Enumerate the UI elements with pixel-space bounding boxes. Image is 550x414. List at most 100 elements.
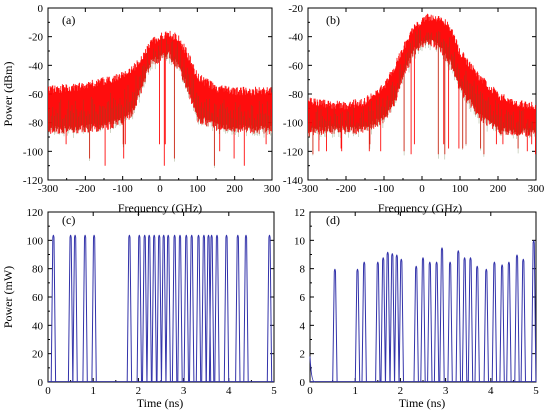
x-tick-label: 4 <box>488 385 494 397</box>
x-tick-label: 300 <box>528 183 545 195</box>
y-tick-label: -40 <box>288 32 303 44</box>
x-tick-label: 0 <box>419 183 425 195</box>
pulse-peak <box>136 234 142 383</box>
x-tick-label: 0 <box>45 385 51 397</box>
y-axis-label: Power (dBm) <box>1 62 15 127</box>
x-tick-label: -100 <box>113 183 134 195</box>
pulse-peak <box>474 265 480 383</box>
y-tick-label: -100 <box>283 118 304 130</box>
x-tick-label: 3 <box>443 385 449 397</box>
pulse-peak <box>354 268 361 383</box>
x-axis-label: Time (ns) <box>137 396 184 410</box>
pulse-peak <box>427 261 433 383</box>
x-tick-label: 3 <box>181 385 187 397</box>
y-tick-label: 20 <box>32 349 44 361</box>
pulse-peak <box>201 234 207 383</box>
y-tick-label: 4 <box>300 320 306 332</box>
pulse-peak <box>413 265 419 383</box>
pulse-peak <box>146 234 152 383</box>
pulse-peak <box>455 250 461 383</box>
y-tick-label: -80 <box>28 118 43 130</box>
y-tick-label: -40 <box>28 60 43 72</box>
panel-label: (a) <box>62 13 75 27</box>
spectrum-detail <box>308 28 536 160</box>
pulse-peak <box>235 234 241 383</box>
x-tick-label: 1 <box>352 385 358 397</box>
y-tick-label: -140 <box>283 175 304 187</box>
y-tick-label: 10 <box>294 235 306 247</box>
y-tick-label: 60 <box>32 292 44 304</box>
x-tick-label: 100 <box>452 183 469 195</box>
pulse-peak <box>433 261 440 383</box>
x-tick-label: -200 <box>336 183 357 195</box>
pulse-peak <box>447 261 453 383</box>
pulse-peak <box>183 234 189 383</box>
pulse-peak <box>375 261 381 383</box>
y-tick-label: 0 <box>38 3 44 15</box>
pulse-peak <box>394 254 400 383</box>
pulse-peak <box>205 234 212 383</box>
x-tick-label: 5 <box>271 385 277 397</box>
pulse-peak <box>520 258 526 383</box>
pulse-peak <box>467 257 474 383</box>
pulse-peak <box>72 234 78 383</box>
x-tick-label: 200 <box>226 183 243 195</box>
panel-a-spectrum: -300 -200 -100 0 100 200 300-120-100-80-60-40-… <box>1 3 281 215</box>
spectrum-trace <box>308 13 536 160</box>
y-tick-label: 100 <box>27 235 44 247</box>
pulse-peak <box>156 234 162 383</box>
y-tick-label: -120 <box>283 146 304 158</box>
x-tick-label: -200 <box>75 183 96 195</box>
pulse-peak <box>208 234 215 383</box>
pulse-peak <box>531 240 537 383</box>
x-axis-label: Time (ns) <box>399 396 446 410</box>
x-tick-label: 0 <box>307 385 313 397</box>
x-tick-label: -300 <box>38 183 59 195</box>
y-tick-label: 80 <box>32 264 44 276</box>
x-axis-label: Frequency (GHz) <box>378 201 462 215</box>
pulse-peak <box>67 234 74 383</box>
spectrum-trace <box>48 30 272 168</box>
x-tick-label: 100 <box>189 183 206 195</box>
pulse-peak <box>266 234 273 383</box>
x-tick-label: -100 <box>374 183 395 195</box>
y-axis-label: Power (mW) <box>1 266 15 328</box>
pulse-peak <box>82 234 88 383</box>
pulse-peak <box>171 234 178 383</box>
y-tick-label: -20 <box>288 3 303 15</box>
pulse-peak <box>126 234 133 383</box>
panel-c-pulse-train: 0 1 2 3 4 5 0 20 40 60 80 100 120 Time (ns) Power (mW)… <box>1 207 277 410</box>
panel-b-spectrum: -300 -200 -100 0 100 200 300 -140 -120 -100 -80 -60… <box>283 3 545 215</box>
y-tick-label: 0 <box>300 377 306 389</box>
x-tick-label: -300 <box>298 183 319 195</box>
pulse-peak <box>195 234 202 383</box>
pulse-peak <box>491 261 498 383</box>
panel-label: (b) <box>326 13 340 27</box>
pulse-peak <box>514 254 520 383</box>
pulse-peak <box>189 234 195 383</box>
x-tick-label: 200 <box>490 183 507 195</box>
y-tick-label: 0 <box>38 377 44 389</box>
initial-transient <box>309 356 315 383</box>
y-tick-label: 8 <box>300 264 306 276</box>
y-tick-label: -60 <box>288 60 303 72</box>
pulse-peak <box>223 234 230 383</box>
pulse-peak <box>420 257 426 383</box>
y-tick-label: -20 <box>28 32 43 44</box>
x-tick-label: 2 <box>136 385 142 397</box>
pulse-peak <box>398 258 404 383</box>
pulse-peak <box>91 234 97 383</box>
pulse-peak <box>499 264 505 383</box>
pulse-peak <box>385 251 391 383</box>
pulse-peak <box>361 261 367 383</box>
x-tick-label: 5 <box>533 385 539 397</box>
x-axis-label: Frequency (GHz) <box>118 201 202 215</box>
spectrum-envelope <box>308 13 536 155</box>
pulse-peak <box>151 234 157 383</box>
pulse-peak <box>243 234 249 383</box>
panel-label: (c) <box>62 213 75 227</box>
pulse-peak <box>506 261 512 383</box>
y-tick-label: -80 <box>288 89 303 101</box>
